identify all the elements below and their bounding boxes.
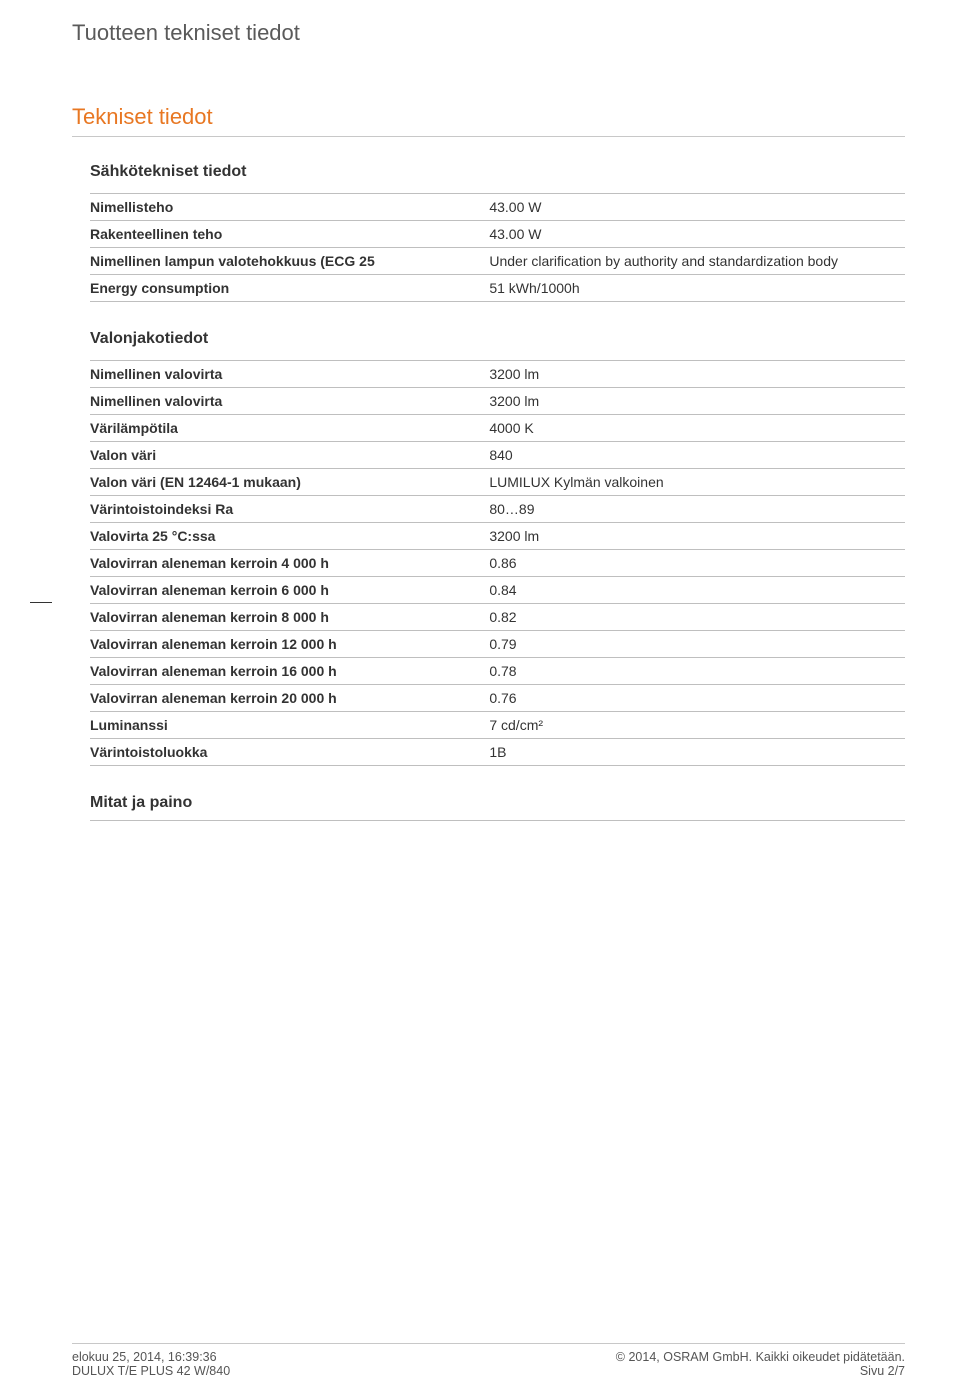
spec-label: Värilämpötila xyxy=(90,415,489,442)
table-row: Energy consumption51 kWh/1000h xyxy=(90,275,905,302)
spec-value: 3200 lm xyxy=(489,523,905,550)
table-row: Nimellinen valovirta3200 lm xyxy=(90,361,905,388)
table-row: Valovirran aleneman kerroin 8 000 h0.82 xyxy=(90,604,905,631)
footer-date: elokuu 25, 2014, 16:39:36 xyxy=(72,1350,230,1364)
spec-label: Valovirran aleneman kerroin 12 000 h xyxy=(90,631,489,658)
spec-label: Nimellinen valovirta xyxy=(90,388,489,415)
table-row: Valon väri (EN 12464-1 mukaan)LUMILUX Ky… xyxy=(90,469,905,496)
table-row: Luminanssi7 cd/cm² xyxy=(90,712,905,739)
table-row: Valovirta 25 °C:ssa3200 lm xyxy=(90,523,905,550)
spec-value: 4000 K xyxy=(489,415,905,442)
page-footer: elokuu 25, 2014, 16:39:36 DULUX T/E PLUS… xyxy=(72,1343,905,1378)
spec-label: Valovirta 25 °C:ssa xyxy=(90,523,489,550)
spec-label: Valovirran aleneman kerroin 16 000 h xyxy=(90,658,489,685)
spec-label: Valon väri (EN 12464-1 mukaan) xyxy=(90,469,489,496)
spec-label: Valovirran aleneman kerroin 4 000 h xyxy=(90,550,489,577)
spec-value: 1B xyxy=(489,739,905,766)
spec-label: Nimellinen lampun valotehokkuus (ECG 25 xyxy=(90,248,489,275)
electrical-heading: Sähkötekniset tiedot xyxy=(90,163,905,181)
spec-value: 51 kWh/1000h xyxy=(489,275,905,302)
spec-value: 0.78 xyxy=(489,658,905,685)
spec-value: 0.86 xyxy=(489,550,905,577)
spec-label: Valovirran aleneman kerroin 6 000 h xyxy=(90,577,489,604)
spec-label: Valovirran aleneman kerroin 8 000 h xyxy=(90,604,489,631)
spec-value: 3200 lm xyxy=(489,388,905,415)
spec-value: 3200 lm xyxy=(489,361,905,388)
light-table: Nimellinen valovirta3200 lmNimellinen va… xyxy=(90,360,905,766)
dimensions-divider xyxy=(90,820,905,821)
table-row: Nimellinen valovirta3200 lm xyxy=(90,388,905,415)
spec-label: Värintoistoindeksi Ra xyxy=(90,496,489,523)
electrical-table: Nimellisteho43.00 WRakenteellinen teho43… xyxy=(90,193,905,302)
table-row: Rakenteellinen teho43.00 W xyxy=(90,221,905,248)
dimensions-heading: Mitat ja paino xyxy=(90,794,905,812)
footer-copyright: © 2014, OSRAM GmbH. Kaikki oikeudet pidä… xyxy=(616,1350,905,1364)
light-heading: Valonjakotiedot xyxy=(90,330,905,348)
table-row: Valon väri840 xyxy=(90,442,905,469)
page-title: Tuotteen tekniset tiedot xyxy=(72,20,905,46)
spec-label: Rakenteellinen teho xyxy=(90,221,489,248)
left-margin-marker xyxy=(30,602,52,603)
spec-value: Under clarification by authority and sta… xyxy=(489,248,905,275)
table-row: Valovirran aleneman kerroin 16 000 h0.78 xyxy=(90,658,905,685)
table-row: Värintoistoindeksi Ra80…89 xyxy=(90,496,905,523)
spec-value: 0.82 xyxy=(489,604,905,631)
table-row: Valovirran aleneman kerroin 12 000 h0.79 xyxy=(90,631,905,658)
spec-value: LUMILUX Kylmän valkoinen xyxy=(489,469,905,496)
table-row: Värilämpötila4000 K xyxy=(90,415,905,442)
table-row: Valovirran aleneman kerroin 4 000 h0.86 xyxy=(90,550,905,577)
table-row: Värintoistoluokka1B xyxy=(90,739,905,766)
spec-value: 0.76 xyxy=(489,685,905,712)
spec-value: 0.84 xyxy=(489,577,905,604)
spec-value: 43.00 W xyxy=(489,194,905,221)
spec-value: 43.00 W xyxy=(489,221,905,248)
spec-label: Luminanssi xyxy=(90,712,489,739)
spec-label: Nimellinen valovirta xyxy=(90,361,489,388)
spec-label: Nimellisteho xyxy=(90,194,489,221)
spec-label: Värintoistoluokka xyxy=(90,739,489,766)
footer-product: DULUX T/E PLUS 42 W/840 xyxy=(72,1364,230,1378)
footer-page-number: Sivu 2/7 xyxy=(616,1364,905,1378)
spec-label: Valovirran aleneman kerroin 20 000 h xyxy=(90,685,489,712)
table-row: Nimellinen lampun valotehokkuus (ECG 25U… xyxy=(90,248,905,275)
table-row: Valovirran aleneman kerroin 20 000 h0.76 xyxy=(90,685,905,712)
spec-value: 0.79 xyxy=(489,631,905,658)
spec-value: 7 cd/cm² xyxy=(489,712,905,739)
spec-value: 80…89 xyxy=(489,496,905,523)
spec-label: Valon väri xyxy=(90,442,489,469)
table-row: Valovirran aleneman kerroin 6 000 h0.84 xyxy=(90,577,905,604)
table-row: Nimellisteho43.00 W xyxy=(90,194,905,221)
section-title: Tekniset tiedot xyxy=(72,104,905,137)
spec-value: 840 xyxy=(489,442,905,469)
spec-label: Energy consumption xyxy=(90,275,489,302)
